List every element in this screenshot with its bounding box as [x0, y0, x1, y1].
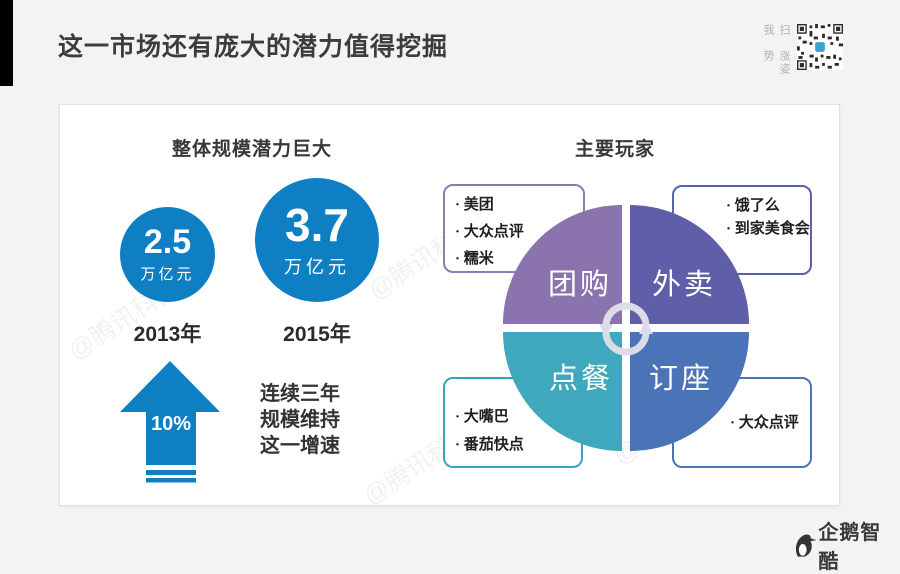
brand-logo: 企鹅智酷: [793, 516, 900, 574]
year-label-2015: 2015年: [283, 323, 351, 346]
quadrant-label-dingzuo: 订座: [648, 363, 713, 395]
player-item: 番茄快点: [455, 431, 581, 459]
left-panel-header: 整体规模潜力巨大: [171, 139, 332, 160]
slide-accent-bar: [0, 0, 13, 86]
stat-value-2013: 2.5: [143, 222, 192, 261]
player-item: 大嘴巴: [455, 403, 581, 431]
quadrant-label-diancan: 点餐: [548, 363, 613, 395]
stat-bubble-2015: 3.7 万亿元: [255, 178, 379, 302]
player-item: 饿了么: [726, 195, 810, 218]
player-item: 糯米: [455, 246, 583, 273]
player-item: 到家美食会: [726, 218, 810, 241]
slide-title: 这一市场还有庞大的潜力值得挖掘: [58, 33, 449, 61]
quadrant-label-waimai: 外卖: [651, 269, 716, 301]
brand-logo-text: 企鹅智酷: [818, 522, 882, 573]
cycle-arrows-icon: [599, 302, 653, 356]
stat-value-2015: 3.7: [285, 198, 349, 251]
growth-note-line-2: 规模维持: [260, 409, 340, 431]
quadrant-label-tuangou: 团购: [547, 269, 612, 301]
qr-block: 扫我 涨姿势: [760, 24, 843, 84]
growth-note-line-3: 这一增速: [260, 435, 340, 457]
growth-arrow-icon: [120, 361, 220, 483]
year-label-2013: 2013年: [133, 323, 202, 346]
qr-caption-line-1: 扫我: [762, 24, 790, 37]
penguin-icon: [795, 534, 817, 557]
player-item: 大众点评: [455, 219, 583, 246]
player-item: 美团: [455, 192, 583, 219]
growth-rate-label: 10%: [150, 413, 192, 435]
right-panel-header: 主要玩家: [574, 139, 655, 160]
quadrant-diagram: 团购 外卖 点餐 订座: [503, 205, 749, 451]
stat-bubble-2013: 2.5 万亿元: [120, 207, 215, 302]
qr-caption-line-2: 涨姿势: [762, 49, 790, 76]
player-item: 大众点评: [730, 409, 810, 437]
stat-unit-2015: 万亿元: [284, 257, 350, 278]
content-card: @腾讯科技 @腾讯科技 @腾讯科技 @腾讯科技 整体规模潜力巨大 主要玩家 2.…: [59, 104, 840, 511]
stat-unit-2013: 万亿元: [140, 266, 195, 284]
growth-note-line-1: 连续三年: [260, 383, 340, 405]
growth-note: 连续三年 规模维持 这一增速: [260, 381, 340, 459]
qr-code-icon: [797, 24, 843, 70]
qr-caption: 扫我 涨姿势: [760, 24, 792, 84]
